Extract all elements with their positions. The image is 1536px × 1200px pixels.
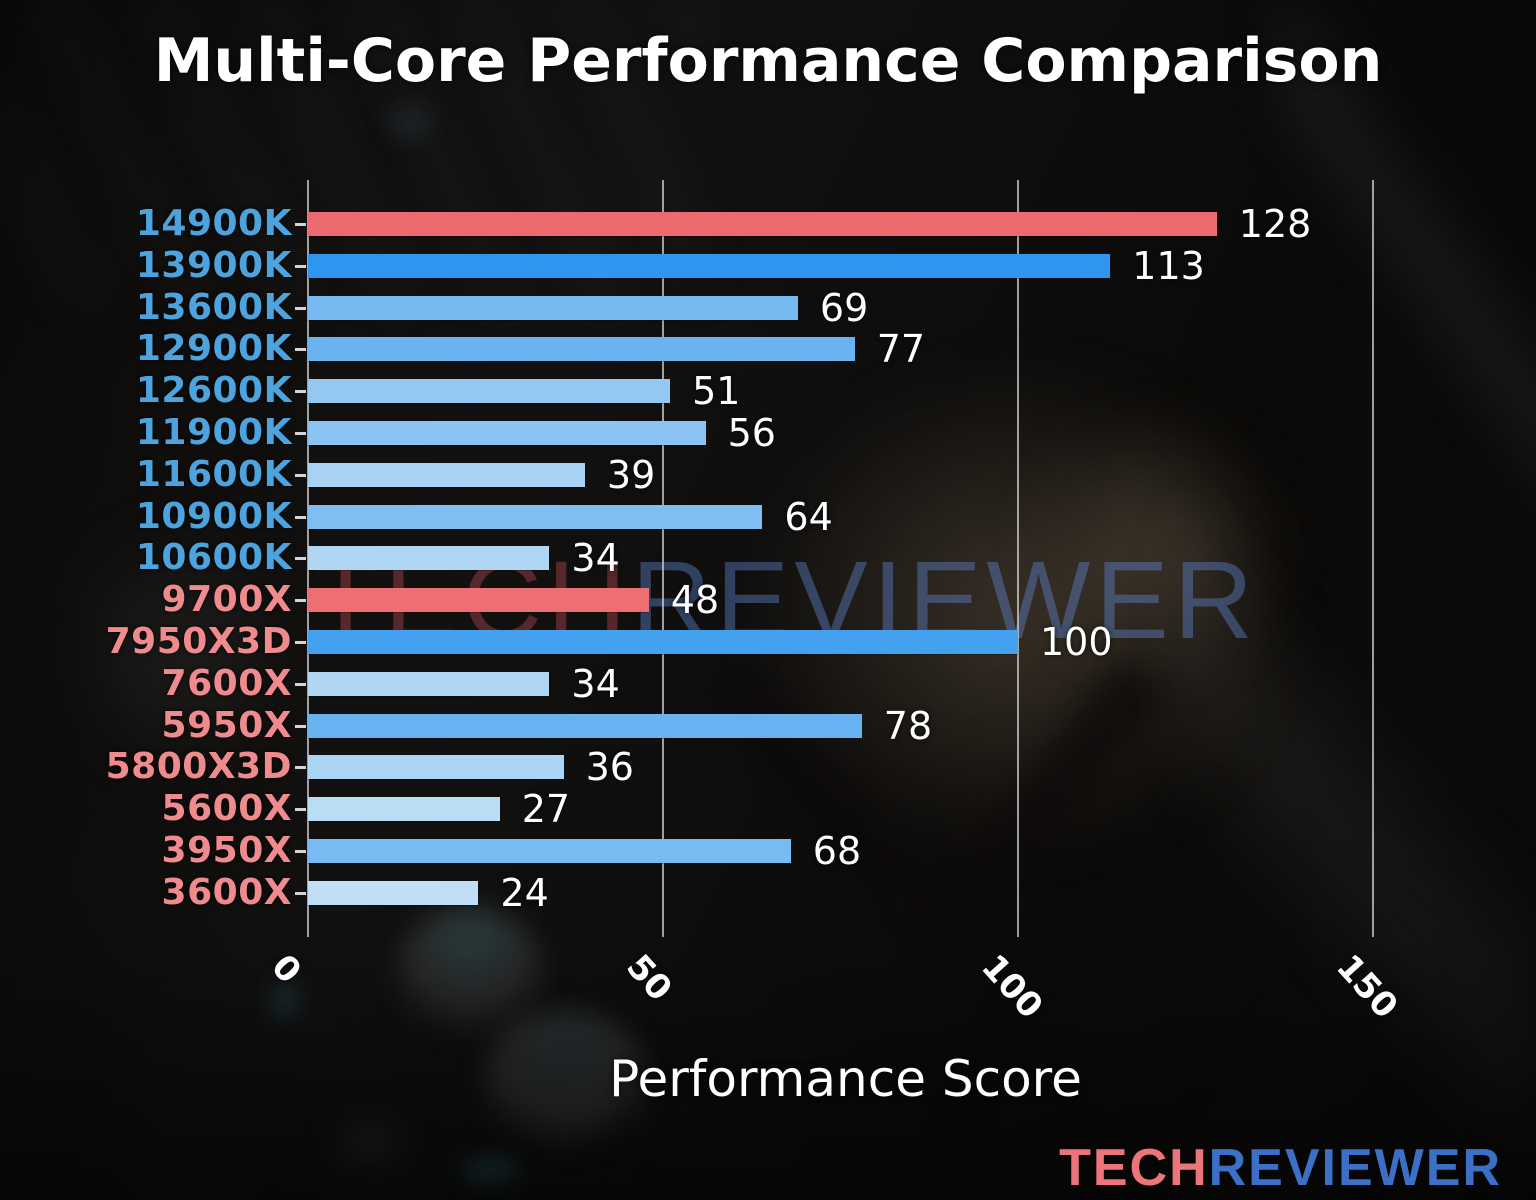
y-axis-label-13900K: 13900K [135, 244, 292, 286]
bar-value-label: 77 [876, 327, 926, 372]
bar-5800X3D [308, 755, 564, 780]
y-tick [295, 891, 306, 895]
site-logo: TECHREVIEWER [1059, 1138, 1502, 1198]
y-axis-label-14900K: 14900K [135, 203, 292, 244]
bar-10600K [308, 546, 550, 571]
background-teal-glint [255, 960, 315, 1040]
y-axis-label-7600X: 7600X [161, 662, 292, 704]
y-axis-label-10900K: 10900K [135, 495, 292, 537]
y-axis-label-9700X: 9700X [161, 579, 292, 621]
chart-title: Multi-Core Performance Comparison [153, 26, 1383, 96]
gridline-x-50 [662, 180, 664, 937]
y-tick [295, 808, 306, 812]
background-cpu-blur [1000, 380, 1320, 710]
background-capacitor [300, 1090, 440, 1200]
y-axis-label-10600K: 10600K [135, 537, 292, 579]
bar-value-label: 27 [521, 787, 571, 832]
bar-value-label: 24 [500, 870, 549, 915]
y-tick [295, 724, 306, 728]
bar-11900K [308, 421, 706, 445]
x-tick-label: 150 [1328, 947, 1406, 1027]
bar-9700X [308, 588, 649, 613]
site-logo-reviewer: REVIEWER [1208, 1139, 1502, 1197]
gridline-x-100 [1017, 180, 1019, 937]
bar-value-label: 100 [1040, 620, 1113, 664]
bar-12900K [308, 337, 855, 362]
bar-3950X [308, 839, 791, 863]
bar-14900K [308, 212, 1217, 236]
y-tick [295, 432, 306, 435]
y-axis-label-5600X: 5600X [161, 788, 292, 830]
x-tick-label: 0 [263, 947, 309, 992]
y-axis-label-12900K: 12900K [135, 328, 292, 370]
bar-13600K [308, 295, 798, 320]
bar-12600K [308, 379, 671, 404]
y-tick [295, 306, 306, 310]
y-tick [295, 557, 306, 561]
y-axis-label-3950X: 3950X [161, 830, 292, 871]
bar-value-label: 34 [571, 536, 620, 581]
y-axis-label-5950X: 5950X [161, 704, 292, 746]
y-tick [295, 850, 306, 853]
y-axis-label-11900K: 11900K [135, 412, 292, 453]
y-axis-label-5800X3D: 5800X3D [105, 746, 292, 788]
x-tick-label: 50 [618, 947, 680, 1009]
x-tick-label: 100 [973, 947, 1051, 1027]
bar-value-label: 36 [585, 745, 634, 790]
y-axis-label-7950X3D: 7950X3D [105, 621, 292, 662]
background-gray-blob [30, 480, 330, 820]
background-blue-glint [370, 95, 450, 150]
bar-value-label: 39 [606, 452, 656, 497]
bar-value-label: 56 [727, 411, 776, 455]
y-tick [295, 515, 306, 519]
bar-10900K [308, 504, 763, 529]
bar-7600X [308, 671, 550, 696]
bar-5600X [308, 797, 500, 822]
y-axis-label-11600K: 11600K [135, 453, 292, 495]
bar-3600X [308, 880, 479, 905]
y-tick [295, 348, 306, 352]
gridline-x-150 [1372, 180, 1374, 937]
bar-5950X [308, 713, 862, 738]
background-streak-right [1180, 500, 1536, 1200]
y-tick [295, 264, 306, 268]
y-tick [295, 390, 306, 394]
bar-11600K [308, 462, 585, 487]
background-capacitor [480, 1010, 650, 1170]
bar-value-label: 34 [571, 661, 620, 706]
site-logo-tech: TECH [1059, 1139, 1209, 1197]
bar-7950X3D [308, 630, 1018, 654]
bar-value-label: 128 [1238, 202, 1312, 246]
bar-value-label: 69 [819, 285, 869, 330]
y-tick [295, 682, 306, 686]
y-tick [295, 599, 306, 603]
y-tick [295, 473, 306, 477]
background-streak-right [1280, 0, 1536, 520]
bar-value-label: 64 [784, 494, 833, 539]
y-axis-label-13600K: 13600K [135, 286, 292, 328]
y-axis-label-12600K: 12600K [135, 370, 292, 412]
y-tick [295, 223, 306, 226]
background-teal-glint [430, 1145, 550, 1195]
x-axis-title: Performance Score [609, 1050, 1082, 1108]
y-tick [295, 766, 306, 770]
y-axis-label-3600X: 3600X [161, 871, 292, 913]
background-streaks-topleft [0, 0, 700, 300]
bar-value-label: 51 [692, 369, 741, 414]
background-capacitor [395, 905, 545, 1055]
bar-value-label: 113 [1132, 243, 1205, 288]
y-tick [295, 641, 306, 644]
bar-13900K [308, 253, 1111, 278]
bar-value-label: 68 [812, 829, 862, 873]
bar-value-label: 48 [670, 578, 720, 623]
background-bottom-shade [0, 940, 1536, 1200]
bar-value-label: 78 [883, 703, 933, 748]
